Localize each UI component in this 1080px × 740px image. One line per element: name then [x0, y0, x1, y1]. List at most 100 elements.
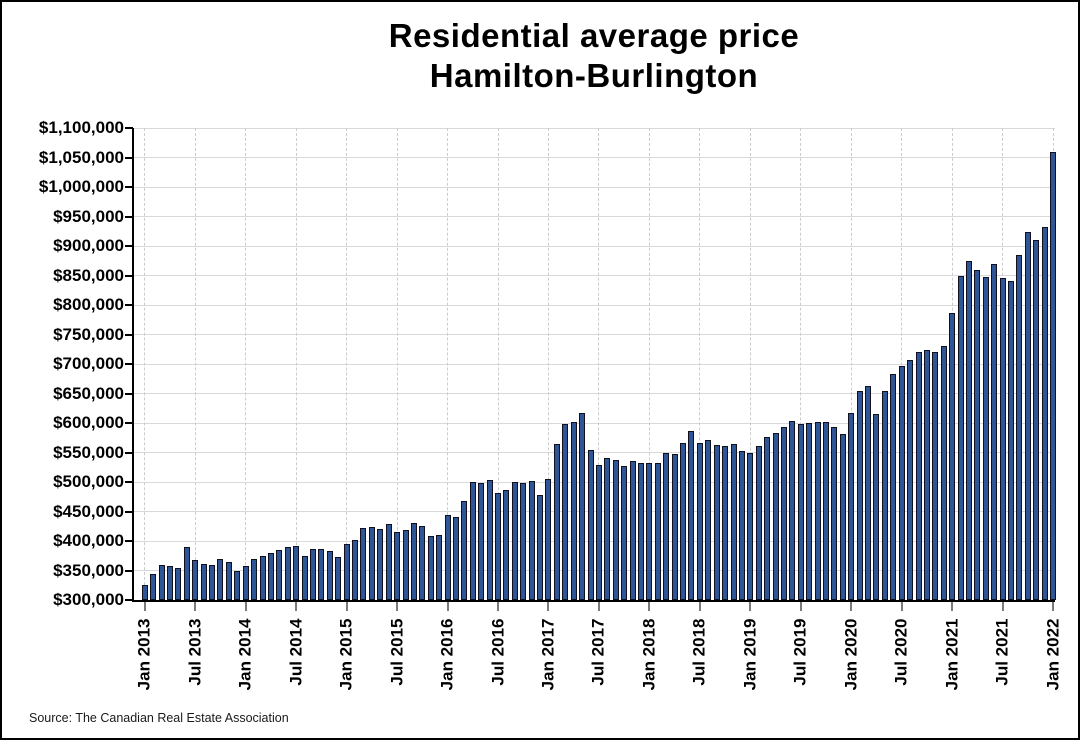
bar	[957, 276, 964, 600]
chart-title-line1: Residential average price	[388, 17, 800, 54]
x-axis-tick	[1001, 601, 1004, 611]
x-axis-label: Jul 2019	[790, 618, 810, 686]
vertical-gridline	[295, 128, 297, 600]
bar	[814, 422, 821, 600]
vertical-gridline	[194, 128, 196, 600]
vertical-gridline	[547, 128, 549, 600]
y-axis-label: $550,000	[53, 442, 124, 462]
y-axis-tick	[125, 274, 133, 277]
bar	[881, 390, 888, 600]
bar	[570, 421, 577, 600]
bar	[520, 483, 527, 600]
bar	[537, 494, 544, 600]
bar	[360, 528, 367, 600]
chart-title: Residential average price Hamilton-Burli…	[133, 16, 1055, 96]
y-axis-label: $700,000	[53, 354, 124, 373]
x-axis-label: Jan 2019	[740, 618, 760, 691]
bar	[587, 450, 594, 600]
vertical-gridline	[346, 128, 348, 600]
bar	[1008, 280, 1015, 600]
y-axis-tick	[125, 510, 133, 513]
bar	[335, 557, 342, 600]
x-axis-label: Jan 2016	[437, 618, 457, 691]
bar	[797, 423, 804, 600]
x-axis-tick	[1052, 601, 1055, 611]
bar	[150, 574, 157, 600]
x-axis-label: Jan 2018	[639, 618, 659, 691]
bar	[806, 423, 813, 600]
horizontal-gridline	[133, 275, 1055, 276]
bar	[310, 548, 316, 600]
horizontal-gridline	[133, 511, 1055, 512]
y-axis-label: $650,000	[53, 383, 124, 403]
x-axis-tick	[345, 601, 348, 611]
bar	[663, 453, 670, 600]
chart-title-line2: Hamilton-Burlington	[429, 57, 759, 94]
horizontal-gridline	[133, 245, 1055, 247]
bar	[965, 261, 972, 600]
bar	[839, 434, 846, 600]
bar	[368, 527, 375, 600]
x-axis-tick	[749, 601, 752, 611]
x-axis-label: Jul 2017	[588, 618, 608, 686]
y-axis-label: $350,000	[53, 560, 124, 580]
x-axis-tick	[900, 601, 903, 611]
x-axis-tick	[396, 601, 399, 611]
horizontal-gridline	[133, 422, 1055, 424]
bar	[385, 524, 392, 600]
x-axis-label: Jul 2016	[488, 618, 508, 686]
bar	[419, 526, 426, 600]
horizontal-gridline	[133, 570, 1055, 571]
bar	[225, 562, 232, 600]
y-axis-tick	[125, 333, 133, 336]
bar	[209, 565, 216, 600]
bar	[999, 278, 1006, 600]
bar	[326, 551, 333, 600]
plot-area	[133, 127, 1057, 600]
bar	[705, 440, 712, 600]
bar	[1016, 255, 1023, 600]
horizontal-gridline	[133, 481, 1055, 483]
x-axis-tick	[850, 601, 853, 611]
y-axis-label: $1,000,000	[38, 177, 124, 196]
bar	[377, 529, 384, 600]
bar	[696, 442, 703, 600]
y-axis-label: $850,000	[53, 265, 124, 285]
bar	[469, 482, 476, 600]
y-axis-label: $500,000	[53, 472, 124, 491]
bar	[923, 349, 930, 600]
bar	[949, 313, 956, 600]
bar	[654, 462, 661, 600]
x-axis-label: Jul 2013	[185, 618, 205, 686]
bar	[343, 543, 350, 600]
bar	[276, 549, 283, 600]
y-axis-label: $400,000	[53, 531, 124, 550]
x-axis-tick	[799, 601, 802, 611]
bar	[352, 540, 359, 600]
x-axis-tick	[698, 601, 701, 611]
bar	[217, 558, 224, 600]
bar	[713, 444, 720, 600]
horizontal-gridline	[133, 157, 1055, 158]
x-axis-label: Jul 2021	[992, 618, 1012, 686]
vertical-gridline	[144, 128, 146, 600]
bar	[856, 391, 863, 600]
bar	[234, 570, 241, 600]
x-axis-label: Jan 2015	[336, 618, 356, 691]
bar	[621, 466, 628, 600]
bar	[680, 442, 687, 600]
y-axis-tick	[125, 599, 133, 601]
bar	[175, 568, 182, 600]
vertical-gridline	[901, 128, 903, 600]
bar	[402, 529, 409, 600]
vertical-gridline	[245, 128, 247, 600]
bar	[545, 479, 552, 600]
x-axis-tick	[446, 601, 449, 611]
horizontal-gridline	[133, 216, 1055, 217]
x-axis-label: Jul 2018	[689, 618, 709, 686]
bar	[1041, 226, 1048, 600]
bar	[612, 459, 619, 600]
bar	[848, 412, 855, 600]
bar	[646, 462, 653, 600]
vertical-gridline	[396, 128, 398, 600]
